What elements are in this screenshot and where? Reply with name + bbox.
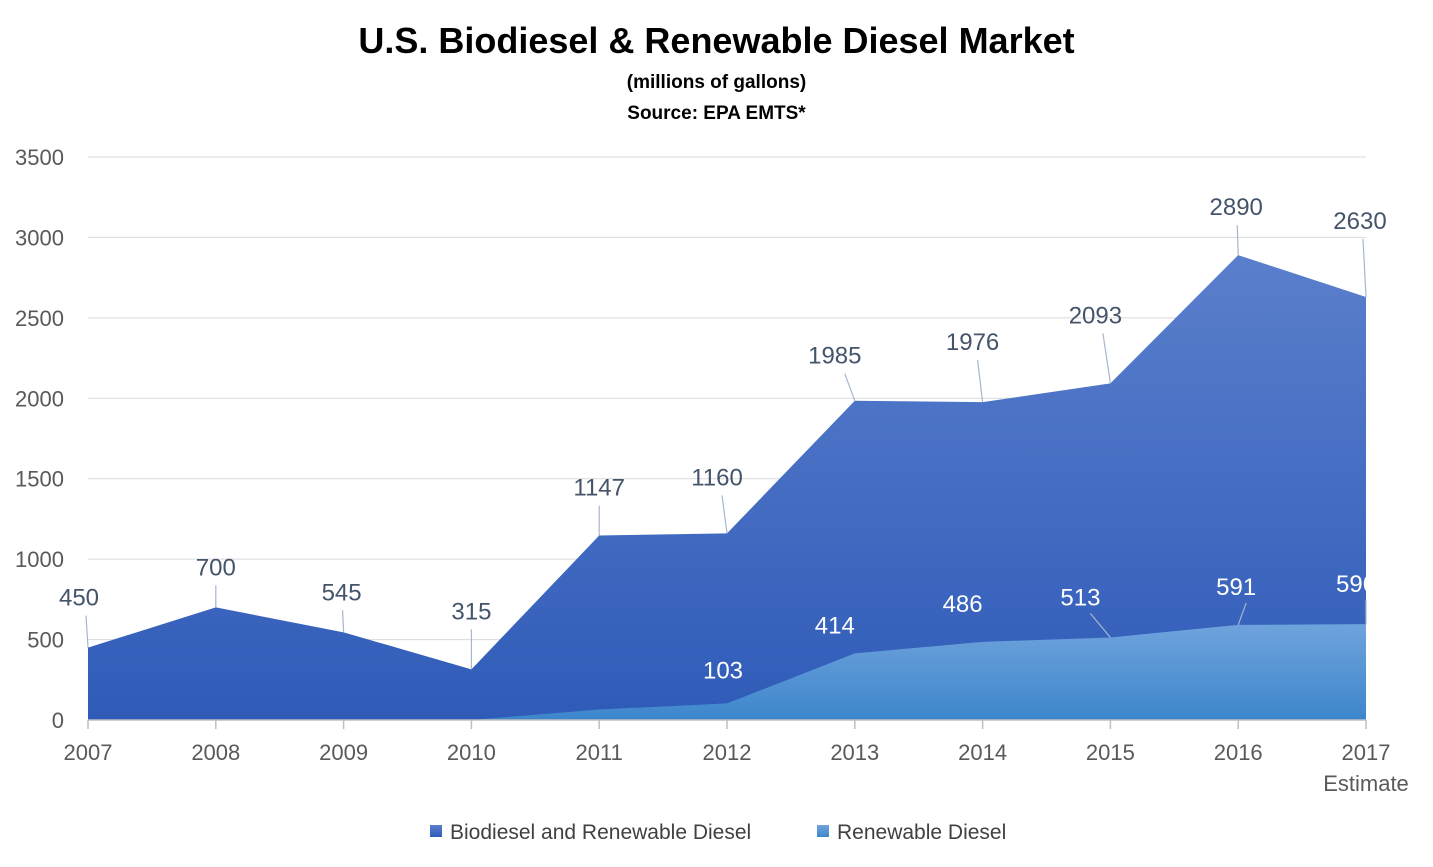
x-tick-sublabel: Estimate	[1323, 771, 1409, 796]
y-tick-label: 0	[52, 708, 64, 733]
x-tick-label: 2012	[703, 740, 752, 765]
data-label: 2890	[1210, 194, 1263, 221]
data-label: 315	[451, 598, 491, 625]
legend-label: Biodiesel and Renewable Diesel	[450, 821, 751, 844]
data-label: 545	[322, 579, 362, 606]
leader-line	[721, 495, 728, 534]
data-label: 414	[815, 612, 855, 639]
data-label: 1160	[691, 464, 743, 491]
area-renewable-diesel	[88, 624, 1366, 720]
y-tick-label: 2500	[15, 306, 64, 331]
leader-line	[977, 360, 984, 403]
y-tick-label: 3500	[15, 145, 64, 170]
x-tick-label: 2016	[1214, 740, 1263, 765]
data-label: 700	[196, 554, 236, 581]
y-tick-label: 1500	[15, 467, 64, 492]
leader-line	[1362, 238, 1367, 297]
leader-line	[342, 610, 345, 633]
leader-line	[1089, 613, 1111, 638]
leader-line	[85, 615, 89, 648]
x-tick-label: 2009	[319, 740, 368, 765]
chart-subtitle: (millions of gallons)	[626, 72, 807, 93]
area-series	[88, 255, 1366, 720]
leader-line	[1237, 602, 1247, 626]
data-labels: 450 700 545 315 1147 1160 1985 1976 2093 2890 2630…	[59, 194, 1387, 684]
x-tick-label: 2007	[64, 740, 113, 765]
data-label: 513	[1060, 584, 1100, 611]
leader-line	[1236, 225, 1239, 256]
x-tick-label: 2011	[576, 740, 623, 765]
leader-line	[844, 373, 856, 401]
data-label: 1147	[573, 474, 625, 501]
data-label: 1976	[946, 329, 999, 356]
y-tick-label: 3000	[15, 225, 64, 250]
area-biodiesel-renewable	[88, 255, 1366, 720]
data-label: 596	[1336, 571, 1376, 598]
x-tick-label: 2017	[1342, 740, 1391, 765]
data-label: 591	[1216, 574, 1256, 601]
y-tick-label: 500	[27, 628, 64, 653]
y-tick-label: 2000	[15, 386, 64, 411]
data-label: 1985	[808, 343, 861, 370]
chart-source: Source: EPA EMTS*	[627, 103, 806, 124]
data-label: 2630	[1333, 208, 1386, 235]
x-tick-label: 2015	[1086, 740, 1135, 765]
x-tick-label: 2010	[447, 740, 496, 765]
axes: 0 500 1000 1500 2000 2500 3000 3500 2007 2008 2009…	[15, 145, 1409, 796]
x-tick-label: 2014	[958, 740, 1007, 765]
chart-title: U.S. Biodiesel & Renewable Diesel Market	[358, 20, 1075, 61]
x-tick-label: 2013	[830, 740, 879, 765]
data-label: 450	[59, 585, 99, 612]
legend-swatch-renewable-diesel	[817, 825, 829, 837]
legend: Biodiesel and Renewable Diesel Renewable …	[430, 821, 1006, 844]
data-label: 103	[703, 657, 743, 684]
legend-swatch-biodiesel-renewable	[430, 825, 442, 837]
leader-line	[1102, 333, 1111, 384]
y-tick-label: 1000	[15, 547, 64, 572]
x-tick-label: 2008	[191, 740, 240, 765]
data-label: 2093	[1069, 302, 1122, 329]
legend-label: Renewable Diesel	[837, 821, 1006, 844]
data-label: 486	[943, 591, 983, 618]
